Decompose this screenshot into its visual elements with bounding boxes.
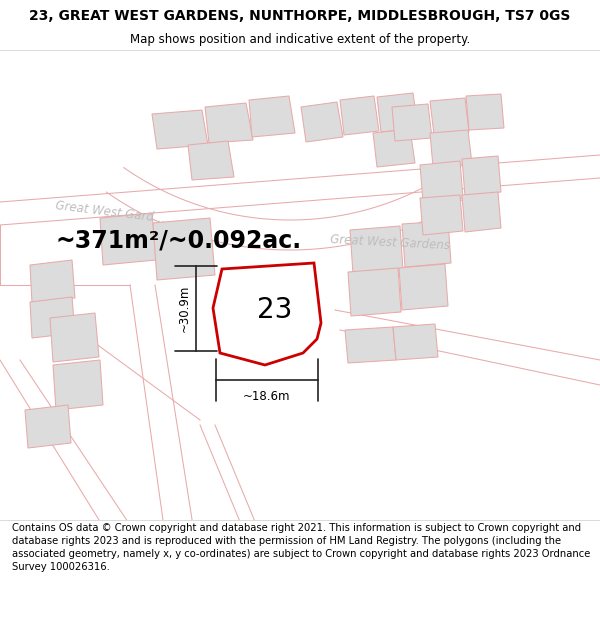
Polygon shape [30,297,75,338]
Polygon shape [430,98,469,135]
Text: Great West Gard…: Great West Gard… [55,199,167,225]
Polygon shape [462,156,501,196]
Polygon shape [377,93,418,132]
Polygon shape [213,263,321,365]
Polygon shape [152,110,208,149]
Text: Contains OS data © Crown copyright and database right 2021. This information is : Contains OS data © Crown copyright and d… [12,523,590,571]
Polygon shape [249,96,295,137]
Polygon shape [399,264,448,310]
Polygon shape [392,104,432,141]
Polygon shape [301,102,343,142]
Polygon shape [53,360,103,410]
Polygon shape [345,327,396,363]
Polygon shape [350,226,403,274]
Polygon shape [153,218,215,280]
Polygon shape [393,324,438,360]
Polygon shape [205,103,253,143]
Polygon shape [50,313,99,362]
Polygon shape [348,268,401,316]
Polygon shape [25,405,71,448]
Text: ~30.9m: ~30.9m [178,285,191,332]
Polygon shape [420,195,463,235]
Text: Great West Gardens: Great West Gardens [330,233,451,253]
Text: ~18.6m: ~18.6m [243,390,291,403]
Polygon shape [30,260,75,303]
Polygon shape [420,161,463,202]
Polygon shape [402,221,451,267]
Polygon shape [373,129,415,167]
Polygon shape [462,192,501,232]
Text: 23: 23 [257,296,293,324]
Text: ~371m²/~0.092ac.: ~371m²/~0.092ac. [55,229,301,253]
Text: 23, GREAT WEST GARDENS, NUNTHORPE, MIDDLESBROUGH, TS7 0GS: 23, GREAT WEST GARDENS, NUNTHORPE, MIDDL… [29,9,571,23]
Text: Map shows position and indicative extent of the property.: Map shows position and indicative extent… [130,32,470,46]
Polygon shape [430,130,472,167]
Polygon shape [466,94,504,130]
Polygon shape [188,141,234,180]
Polygon shape [340,96,379,135]
Polygon shape [100,213,156,265]
